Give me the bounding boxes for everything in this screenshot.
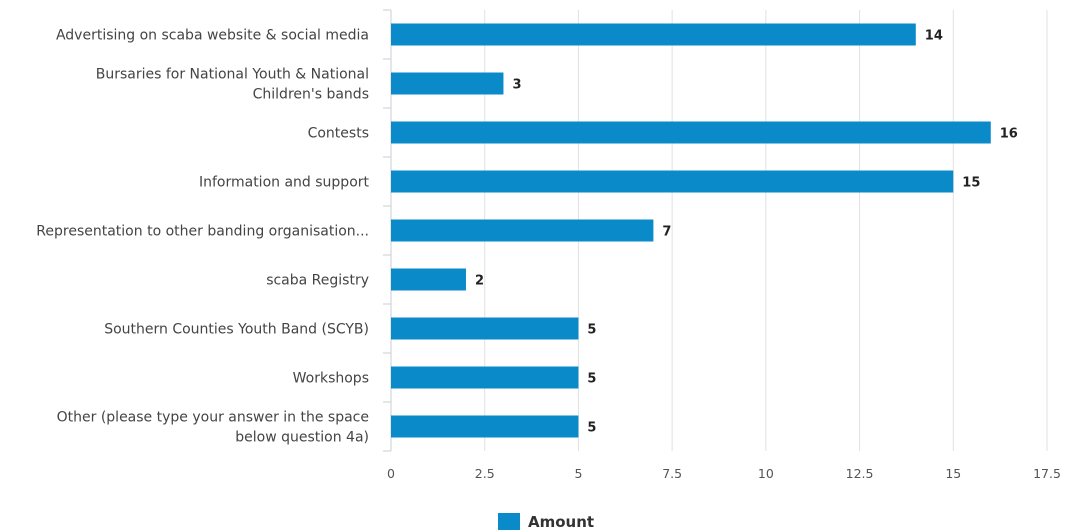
- bars: [391, 23, 991, 438]
- category-axis: [383, 9, 392, 452]
- category-label: Southern Counties Youth Band (SCYB): [104, 322, 369, 338]
- data-label: 5: [587, 421, 596, 436]
- data-labels: 14 3 16 15 7 2 5 5 5: [475, 29, 1018, 436]
- x-tick-label: 7.5: [662, 466, 682, 481]
- x-axis-ticks: 0 2.5 5 7.5 10 12.5 15 17.5: [387, 466, 1061, 481]
- category-label: Contests: [308, 126, 369, 142]
- data-label: 15: [962, 176, 980, 191]
- x-tick-label: 5: [574, 466, 582, 481]
- bar[interactable]: [391, 415, 579, 438]
- data-label: 2: [475, 274, 484, 289]
- category-labels: Advertising on scaba website & social me…: [36, 28, 369, 446]
- data-label: 3: [512, 78, 521, 93]
- gridlines: [484, 10, 1048, 451]
- category-label: Other (please type your answer in the sp…: [57, 410, 369, 446]
- legend-label[interactable]: Amount: [528, 513, 594, 530]
- bar[interactable]: [391, 23, 916, 46]
- x-tick-label: 0: [387, 466, 395, 481]
- category-label: scaba Registry: [266, 273, 369, 289]
- category-label: Workshops: [293, 371, 369, 387]
- x-tick-label: 12.5: [846, 466, 874, 481]
- data-label: 5: [587, 372, 596, 387]
- bar[interactable]: [391, 72, 504, 95]
- legend[interactable]: Amount: [498, 513, 594, 530]
- x-tick-label: 10: [758, 466, 774, 481]
- data-label: 5: [587, 323, 596, 338]
- bar[interactable]: [391, 170, 954, 193]
- category-label: Representation to other banding organisa…: [36, 224, 369, 240]
- category-label: Information and support: [199, 175, 370, 191]
- data-label: 14: [925, 29, 943, 44]
- bar[interactable]: [391, 366, 579, 389]
- data-label: 16: [1000, 127, 1018, 142]
- data-label: 7: [662, 225, 671, 240]
- category-label: Bursaries for National Youth & National C…: [96, 67, 369, 103]
- legend-swatch[interactable]: [498, 513, 520, 530]
- bar[interactable]: [391, 268, 466, 291]
- bar[interactable]: [391, 121, 991, 144]
- x-tick-label: 2.5: [475, 466, 495, 481]
- x-tick-label: 17.5: [1033, 466, 1061, 481]
- x-tick-label: 15: [945, 466, 961, 481]
- category-label: Advertising on scaba website & social me…: [56, 28, 369, 44]
- bar[interactable]: [391, 219, 654, 242]
- bar[interactable]: [391, 317, 579, 340]
